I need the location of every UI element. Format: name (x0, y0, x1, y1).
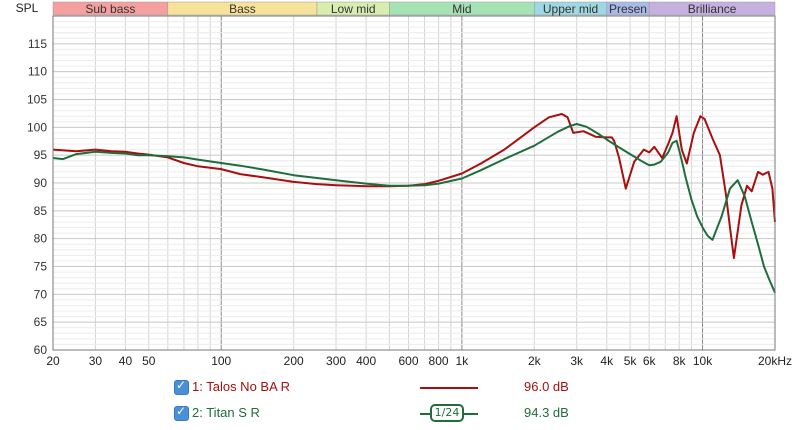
band-label: Sub bass (85, 2, 135, 16)
x-tick-label: 10k (693, 354, 713, 368)
x-tick-label: 30 (89, 354, 103, 368)
series-line-1 (52, 113, 776, 260)
x-tick-label: 3k (570, 354, 584, 368)
checkmark-icon: ✓ (176, 404, 187, 418)
series-1-line-swatch (420, 387, 478, 389)
y-tick-label: 85 (34, 204, 48, 218)
series-1-db-value: 96.0 dB (524, 379, 569, 394)
grid (52, 16, 776, 350)
series-2-label: 2: Titan S R (192, 405, 260, 420)
series-line-2 (52, 123, 776, 294)
y-tick-label: 95 (34, 148, 48, 162)
x-tick-label: 50 (142, 354, 156, 368)
x-tick-label: 100 (211, 354, 231, 368)
legend-row-2[interactable]: ✓ 2: Titan S R 1/24 94.3 dB (172, 404, 772, 424)
x-tick-labels: 20 30 40 50 100 200 300 400 600 800 1k 2k 3k 4k 5k 6k 8k… (46, 354, 792, 368)
series-2-db-value: 94.3 dB (524, 405, 569, 420)
y-tick-label: 60 (34, 343, 48, 357)
frequency-response-chart: Sub bass Bass Low mid Mid Upper mid Presen Bri… (16, 1, 792, 368)
x-tick-label: 600 (398, 354, 418, 368)
x-tick-label: 1k (456, 354, 470, 368)
y-tick-label: 70 (34, 287, 48, 301)
y-tick-label: 115 (28, 37, 47, 51)
band-6 (648, 1, 776, 16)
series-2-checkbox[interactable]: ✓ (174, 404, 189, 421)
x-tick-label: 400 (356, 354, 376, 368)
x-tick-label: 300 (326, 354, 346, 368)
x-tick-label: 20kHz (758, 354, 792, 368)
y-tick-labels: 60 65 70 75 80 85 90 95 100 105 110 115 (27, 37, 47, 357)
series-1-checkbox[interactable]: ✓ (174, 378, 189, 395)
band-label: Bass (229, 2, 256, 16)
y-axis-label: SPL (16, 1, 39, 15)
y-tick-label: 90 (34, 176, 48, 190)
band-label: Upper mid (543, 2, 598, 16)
y-tick-label: 110 (28, 65, 47, 79)
x-tick-label: 2k (528, 354, 542, 368)
frequency-bands: Sub bass Bass Low mid Mid Upper mid Presen Bri… (52, 1, 776, 16)
series-1-label: 1: Talos No BA R (192, 379, 291, 394)
y-tick-label: 105 (27, 93, 47, 107)
band-label: Low mid (331, 2, 376, 16)
x-tick-label: 40 (119, 354, 133, 368)
y-tick-label: 65 (34, 315, 48, 329)
band-label: Brilliance (688, 2, 737, 16)
x-tick-label: 4k (600, 354, 614, 368)
series-lines (52, 113, 776, 294)
y-tick-label: 80 (34, 232, 48, 246)
x-tick-label: 5k (624, 354, 638, 368)
checkmark-icon: ✓ (176, 378, 187, 392)
y-tick-label: 75 (34, 260, 48, 274)
band-label: Mid (452, 2, 471, 16)
legend-row-1[interactable]: ✓ 1: Talos No BA R 96.0 dB (172, 378, 772, 398)
x-tick-label: 200 (284, 354, 304, 368)
x-tick-label: 20 (46, 354, 60, 368)
x-tick-label: 8k (673, 354, 687, 368)
x-tick-label: 800 (429, 354, 449, 368)
band-label: Presen (609, 2, 647, 16)
smoothing-badge[interactable]: 1/24 (430, 404, 464, 422)
y-tick-label: 100 (27, 120, 47, 134)
x-tick-label: 6k (643, 354, 657, 368)
plot-frame (52, 15, 776, 351)
